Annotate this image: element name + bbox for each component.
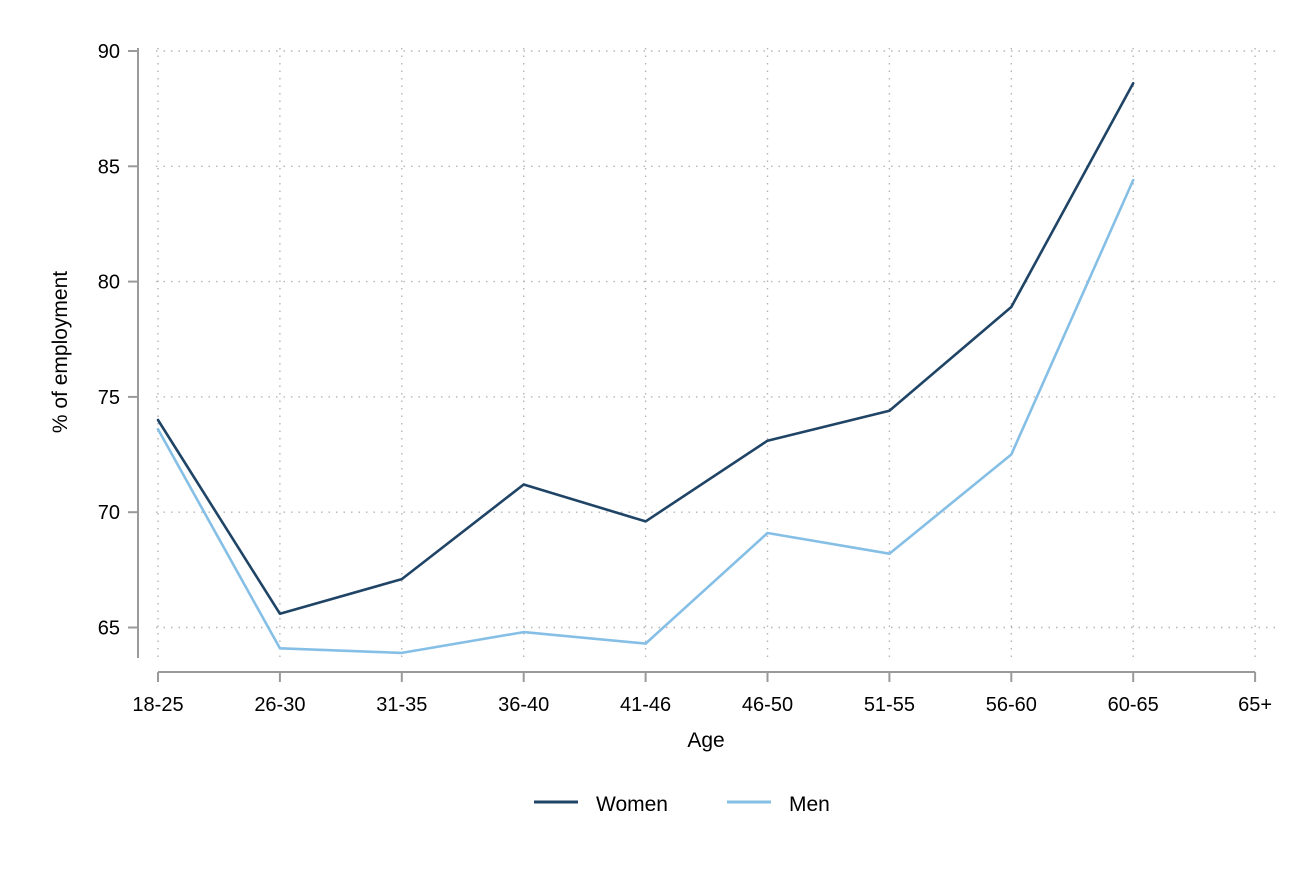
grid-layer xyxy=(156,48,1278,658)
y-tick-label-90: 90 xyxy=(98,41,120,63)
y-tick-label-65: 65 xyxy=(98,618,120,640)
y-tick-label-75: 75 xyxy=(98,387,120,409)
legend-label-women: Women xyxy=(596,793,668,816)
y-tick-label-80: 80 xyxy=(98,272,120,294)
x-axis-title: Age xyxy=(687,729,724,752)
x-tick-label-51-55: 51-55 xyxy=(864,694,915,716)
series-layer xyxy=(156,82,1135,655)
legend-item-men: Men xyxy=(727,793,830,816)
x-tick-label-65+: 65+ xyxy=(1238,694,1272,716)
x-tick-label-36-40: 36-40 xyxy=(498,694,549,716)
legend-label-men: Men xyxy=(789,793,830,816)
legend-item-women: Women xyxy=(534,793,668,816)
x-tick-label-31-35: 31-35 xyxy=(376,694,427,716)
x-tick-label-46-50: 46-50 xyxy=(742,694,793,716)
x-tick-label-56-60: 56-60 xyxy=(986,694,1037,716)
axes: 65 70 75 80 85 90 18-25 26-30 31-35 36-40 41-46 46-… xyxy=(98,41,1272,716)
y-tick-label-85: 85 xyxy=(98,156,120,178)
x-tick-label-18-25: 18-25 xyxy=(132,694,183,716)
x-tick-label-41-46: 41-46 xyxy=(620,694,671,716)
series-line-women xyxy=(156,82,1135,616)
y-tick-label-70: 70 xyxy=(98,502,120,524)
x-tick-label-60-65: 60-65 xyxy=(1108,694,1159,716)
series-line-men xyxy=(156,178,1135,655)
y-axis-title: % of employment xyxy=(49,271,72,433)
legend: Women Men xyxy=(534,793,830,816)
x-tick-label-26-30: 26-30 xyxy=(254,694,305,716)
